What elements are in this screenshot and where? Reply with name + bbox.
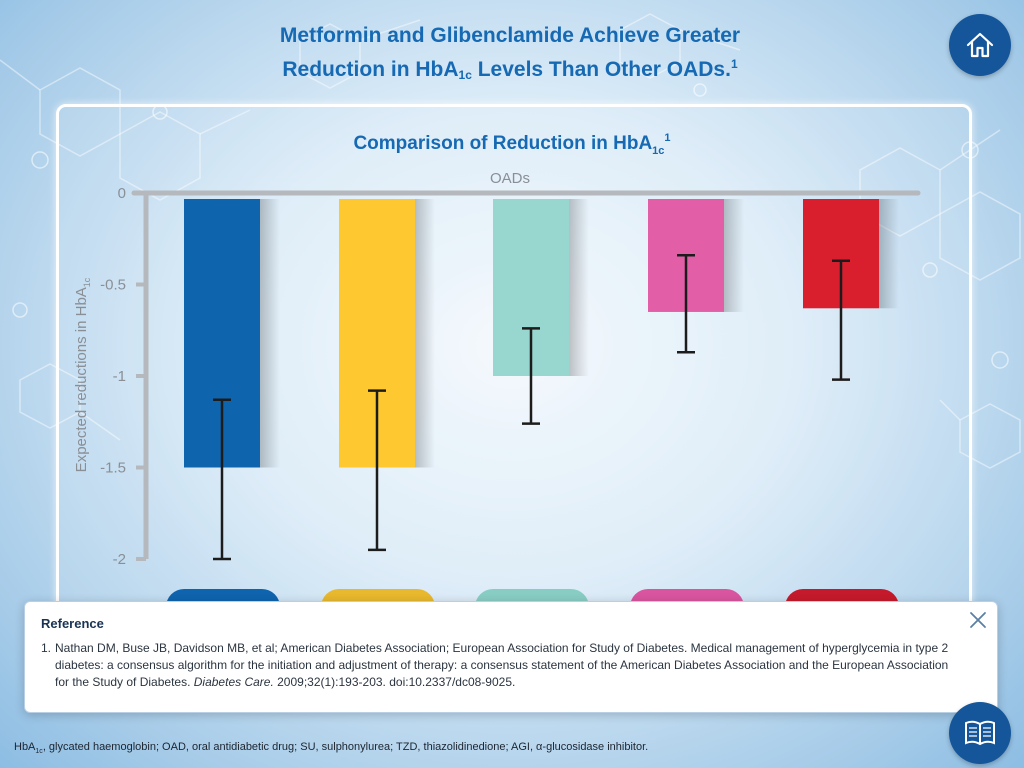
- y-axis-label: Expected reductions in HbA1c: [73, 277, 92, 472]
- reference-text: Nathan DM, Buse JB, Davidson MB, et al; …: [55, 640, 960, 691]
- footnote-abbrev-subscript: 1c: [35, 748, 43, 756]
- bar-shadow: [879, 199, 899, 309]
- title-line2-subscript: 1c: [458, 68, 472, 82]
- y-axis-ticks: 0 -0.5 -1 -1.5 -2: [100, 185, 146, 568]
- bar-shadow: [415, 199, 435, 468]
- reference-journal: Diabetes Care.: [193, 675, 274, 689]
- book-icon: [965, 720, 995, 746]
- references-button[interactable]: [949, 702, 1011, 764]
- reference-number: 1.: [41, 641, 52, 655]
- y-tick-label: -2: [113, 551, 126, 568]
- close-button[interactable]: [967, 609, 989, 631]
- title-line2: Reduction in HbA: [282, 58, 459, 81]
- close-icon: [970, 612, 986, 628]
- reference-citation-body: Nathan DM, Buse JB, Davidson MB, et al; …: [55, 641, 949, 689]
- bar-shadow: [724, 199, 744, 312]
- reference-item: 1. Nathan DM, Buse JB, Davidson MB, et a…: [41, 640, 979, 691]
- reference-popup: Reference 1. Nathan DM, Buse JB, Davidso…: [24, 601, 998, 713]
- y-tick-label: -0.5: [100, 277, 126, 294]
- bar-shadow: [569, 199, 589, 376]
- reference-heading: Reference: [41, 616, 104, 631]
- y-tick-label: 0: [118, 185, 126, 202]
- chart-title: Comparison of Reduction in HbA1c1: [353, 132, 670, 157]
- home-button[interactable]: [949, 14, 1011, 76]
- x-axis-label: OADs: [490, 170, 530, 187]
- y-tick-label: -1: [113, 368, 126, 385]
- title-line2-end: Levels Than Other OADs.: [471, 58, 731, 81]
- y-tick-label: -1.5: [100, 460, 126, 477]
- page-title: Metformin and Glibenclamide Achieve Grea…: [180, 22, 840, 89]
- bar-shadow: [260, 199, 280, 468]
- chart-bars: [184, 199, 899, 561]
- title-reference-mark: 1: [730, 57, 738, 71]
- reference-citation-details: 2009;32(1):193-203. doi:10.2337/dc08-902…: [273, 675, 516, 689]
- title-line1: Metformin and Glibenclamide Achieve Grea…: [279, 24, 741, 47]
- footnote-text: , glycated haemoglobin; OAD, oral antidi…: [42, 741, 649, 753]
- home-icon: [966, 32, 994, 58]
- footnote-abbrev: HbA: [14, 741, 36, 753]
- footnote: HbA1c, glycated haemoglobin; OAD, oral a…: [14, 741, 648, 755]
